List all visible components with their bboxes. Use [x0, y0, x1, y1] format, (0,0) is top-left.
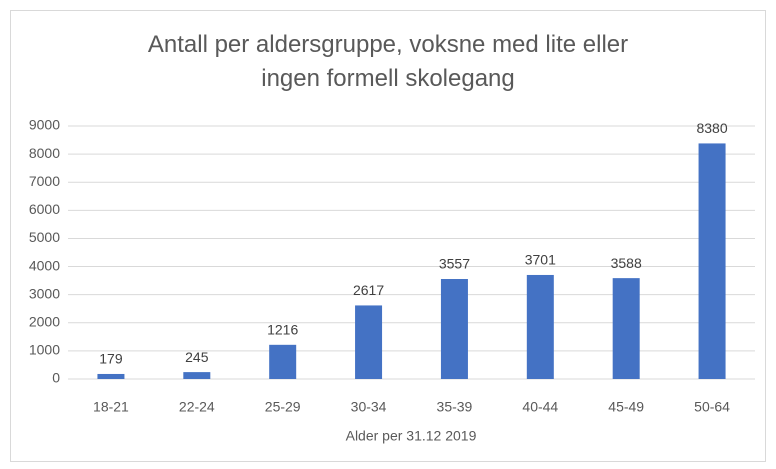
x-tick-label: 22-24 — [179, 399, 215, 415]
x-tick-label: 30-34 — [351, 399, 387, 415]
y-tick-label: 6000 — [29, 201, 60, 217]
y-tick-label: 5000 — [29, 229, 60, 245]
x-tick-label: 40-44 — [522, 399, 558, 415]
data-label: 3557 — [439, 256, 470, 272]
data-label: 2617 — [353, 282, 384, 298]
x-tick-label: 25-29 — [265, 399, 301, 415]
data-label: 3701 — [525, 252, 556, 268]
y-tick-label: 2000 — [29, 313, 60, 329]
y-tick-label: 1000 — [29, 342, 60, 358]
bar — [526, 274, 554, 379]
data-label: 3588 — [611, 255, 642, 271]
x-tick-label: 45-49 — [608, 399, 644, 415]
y-tick-label: 8000 — [29, 145, 60, 161]
bar — [355, 305, 383, 379]
chart-title: Antall per aldersgruppe, voksne med lite… — [147, 31, 629, 92]
y-tick-label: 7000 — [29, 173, 60, 189]
y-tick-label: 4000 — [29, 257, 60, 273]
bar — [698, 143, 726, 379]
x-axis-title: Alder per 31.12 2019 — [346, 428, 477, 444]
y-tick-label: 9000 — [29, 117, 60, 133]
x-tick-label: 35-39 — [437, 399, 473, 415]
bar — [97, 373, 125, 379]
x-tick-label: 50-64 — [694, 399, 730, 415]
x-tick-label: 18-21 — [93, 399, 129, 415]
data-label: 8380 — [696, 120, 727, 136]
bar — [440, 279, 468, 379]
bar — [183, 372, 211, 379]
y-tick-label: 3000 — [29, 285, 60, 301]
data-label: 245 — [185, 349, 209, 365]
data-label: 179 — [99, 351, 123, 367]
bar — [612, 278, 640, 379]
y-tick-label: 0 — [52, 370, 60, 386]
bar — [269, 344, 297, 379]
chart-border — [10, 10, 766, 462]
data-label: 1216 — [267, 322, 298, 338]
